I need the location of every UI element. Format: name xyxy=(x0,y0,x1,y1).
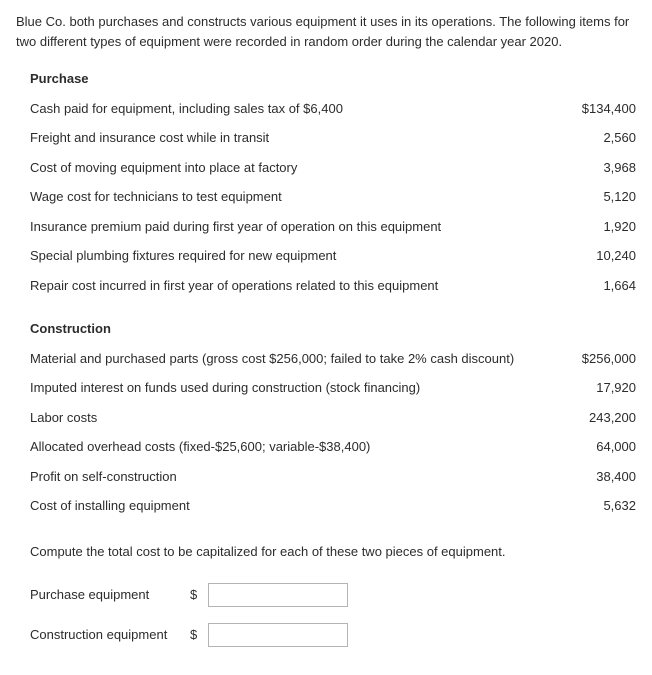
instruction-text: Compute the total cost to be capitalized… xyxy=(16,542,636,562)
construction-row-label: Material and purchased parts (gross cost… xyxy=(30,349,546,369)
purchase-row: Insurance premium paid during first year… xyxy=(30,217,636,237)
construction-row-value: 5,632 xyxy=(546,496,636,516)
purchase-equipment-answer: Purchase equipment $ xyxy=(30,583,636,607)
purchase-equipment-label: Purchase equipment xyxy=(30,585,190,605)
purchase-row: Cash paid for equipment, including sales… xyxy=(30,99,636,119)
purchase-row-value: 2,560 xyxy=(546,128,636,148)
purchase-row-label: Cost of moving equipment into place at f… xyxy=(30,158,546,178)
purchase-row-value: 10,240 xyxy=(546,246,636,266)
construction-row: Imputed interest on funds used during co… xyxy=(30,378,636,398)
purchase-row: Freight and insurance cost while in tran… xyxy=(30,128,636,148)
construction-row-label: Imputed interest on funds used during co… xyxy=(30,378,546,398)
construction-row-label: Profit on self-construction xyxy=(30,467,546,487)
purchase-row-value: 1,664 xyxy=(546,276,636,296)
construction-row-value: 38,400 xyxy=(546,467,636,487)
purchase-row-value: 3,968 xyxy=(546,158,636,178)
intro-text: Blue Co. both purchases and constructs v… xyxy=(16,12,636,51)
purchase-equipment-input[interactable] xyxy=(208,583,348,607)
construction-row-value: 243,200 xyxy=(546,408,636,428)
purchase-row: Cost of moving equipment into place at f… xyxy=(30,158,636,178)
purchase-row: Repair cost incurred in first year of op… xyxy=(30,276,636,296)
purchase-row-label: Insurance premium paid during first year… xyxy=(30,217,546,237)
construction-row-value: 17,920 xyxy=(546,378,636,398)
purchase-row-value: 1,920 xyxy=(546,217,636,237)
purchase-row-label: Special plumbing fixtures required for n… xyxy=(30,246,546,266)
dollar-sign: $ xyxy=(190,625,208,645)
purchase-row-label: Cash paid for equipment, including sales… xyxy=(30,99,546,119)
purchase-header: Purchase xyxy=(30,69,636,89)
construction-row: Cost of installing equipment 5,632 xyxy=(30,496,636,516)
construction-row-label: Cost of installing equipment xyxy=(30,496,546,516)
purchase-row-value: 5,120 xyxy=(546,187,636,207)
purchase-row: Wage cost for technicians to test equipm… xyxy=(30,187,636,207)
construction-row-value: $256,000 xyxy=(546,349,636,369)
construction-row-label: Labor costs xyxy=(30,408,546,428)
construction-row-value: 64,000 xyxy=(546,437,636,457)
purchase-row: Special plumbing fixtures required for n… xyxy=(30,246,636,266)
purchase-row-value: $134,400 xyxy=(546,99,636,119)
construction-equipment-answer: Construction equipment $ xyxy=(30,623,636,647)
purchase-row-label: Wage cost for technicians to test equipm… xyxy=(30,187,546,207)
purchase-row-label: Freight and insurance cost while in tran… xyxy=(30,128,546,148)
construction-equipment-input[interactable] xyxy=(208,623,348,647)
construction-row-label: Allocated overhead costs (fixed-$25,600;… xyxy=(30,437,546,457)
construction-row: Material and purchased parts (gross cost… xyxy=(30,349,636,369)
construction-header: Construction xyxy=(30,319,636,339)
construction-row: Allocated overhead costs (fixed-$25,600;… xyxy=(30,437,636,457)
construction-row: Labor costs 243,200 xyxy=(30,408,636,428)
construction-row: Profit on self-construction 38,400 xyxy=(30,467,636,487)
purchase-row-label: Repair cost incurred in first year of op… xyxy=(30,276,546,296)
construction-equipment-label: Construction equipment xyxy=(30,625,190,645)
dollar-sign: $ xyxy=(190,585,208,605)
